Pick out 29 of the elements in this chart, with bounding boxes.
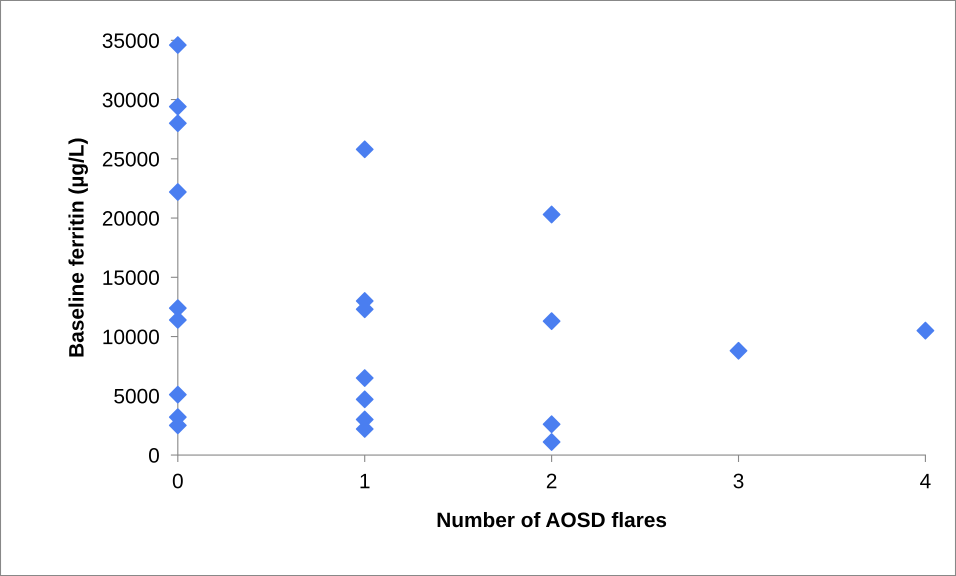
x-tick-label: 1 <box>360 474 370 488</box>
point <box>542 415 561 434</box>
x-tick-label: 0 <box>172 474 183 488</box>
y-tick-label: 10000 <box>103 330 159 344</box>
point <box>730 342 748 360</box>
y-tick-label: 0 <box>148 448 159 463</box>
y-tick-label: 30000 <box>102 92 159 108</box>
point <box>356 140 374 158</box>
y-tick-label: 5000 <box>114 388 159 404</box>
x-tick-label: 4 <box>920 474 931 488</box>
point <box>168 36 187 54</box>
point <box>542 433 561 451</box>
x-axis-title: Number of AOSD flares <box>438 512 666 528</box>
y-tick-label: 25000 <box>102 152 159 167</box>
point <box>542 206 561 224</box>
point <box>168 98 187 116</box>
y-tick-label: 15000 <box>103 270 159 286</box>
point <box>168 386 187 404</box>
point <box>916 322 934 340</box>
y-tick-label: 20000 <box>102 211 159 226</box>
y-axis-title: Baseline ferritin (µg/L) <box>68 138 88 356</box>
x-tick-label: 3 <box>734 474 744 488</box>
point <box>356 369 374 387</box>
point <box>356 390 374 408</box>
x-tick-label: 2 <box>546 474 556 488</box>
point <box>542 312 561 330</box>
y-tick-label: 35000 <box>102 33 159 48</box>
point <box>168 183 187 201</box>
point <box>168 114 187 132</box>
